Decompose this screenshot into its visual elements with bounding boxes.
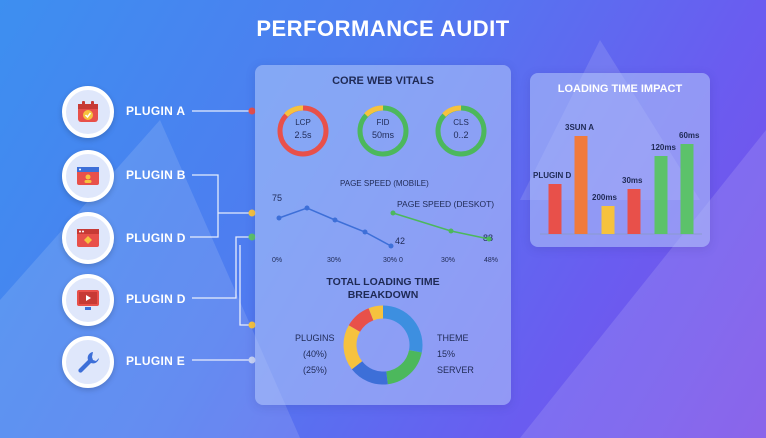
monitor-play-icon	[77, 290, 99, 310]
breakdown-right-2: SERVER	[437, 365, 474, 375]
tick-0: 0%	[272, 257, 283, 264]
breakdown-title-2: BREAKDOWN	[347, 289, 419, 301]
impact-bar	[548, 184, 562, 234]
tick-1: 30%	[327, 257, 342, 264]
lcp-name: LCP	[295, 118, 311, 127]
lcp-gauge	[277, 105, 329, 157]
page-speed-lines	[276, 205, 492, 249]
wrench-icon	[78, 352, 99, 373]
mobile-start-value: 75	[272, 193, 283, 203]
breakdown-donut	[343, 305, 423, 385]
plugin-d-label: PLUGIN D	[126, 231, 186, 245]
impact-bar-label: 200ms	[592, 193, 617, 202]
connector-dot-a	[248, 107, 256, 115]
connector-dot-c	[248, 233, 256, 241]
page-speed-mobile-label: PAGE SPEED (MOBILE)	[340, 179, 429, 188]
core-vitals-title: CORE WEB VITALS	[332, 75, 434, 87]
fid-name: FID	[376, 118, 390, 127]
mobile-speed-line	[278, 207, 392, 247]
tick-4: 48%	[484, 257, 499, 264]
cls-gauge	[435, 105, 487, 157]
impact-bar-label: 30ms	[622, 176, 643, 185]
page-title: PERFORMANCE AUDIT	[256, 16, 510, 41]
core-vitals-panel: CORE WEB VITALS LCP 2.5s FID 50ms CLS 0.…	[255, 65, 511, 405]
plugin-b-label: PLUGIN B	[126, 168, 186, 182]
connector-dot-e	[248, 356, 256, 364]
fid-value: 50ms	[371, 130, 394, 140]
tick-2: 30% 0	[383, 257, 403, 264]
breakdown-left-0: PLUGINS	[295, 333, 335, 343]
connector-dot-b	[248, 209, 256, 217]
impact-bar-label: PLUGIN D	[533, 171, 571, 180]
vitals-gauges	[277, 105, 487, 157]
plugin-e-node[interactable]	[62, 336, 114, 388]
impact-bar	[680, 144, 694, 234]
breakdown-right-0: THEME	[437, 333, 469, 343]
plugin-d2-label: PLUGIN D	[126, 292, 186, 306]
tick-3: 30%	[441, 257, 456, 264]
impact-bar-label: 120ms	[651, 143, 676, 152]
fid-gauge	[357, 105, 409, 157]
loading-impact-title: LOADING TIME IMPACT	[557, 83, 683, 95]
desktop-speed-line	[392, 212, 490, 240]
impact-bar	[627, 189, 641, 234]
plugin-a-label: PLUGIN A	[126, 104, 186, 118]
plugin-e-label: PLUGIN E	[126, 354, 186, 368]
breakdown-left-2: (25%)	[303, 365, 328, 375]
cls-name: CLS	[453, 118, 469, 127]
mobile-speed-points	[276, 205, 394, 249]
impact-bar	[654, 156, 668, 234]
lcp-value: 2.5s	[294, 130, 312, 140]
plugin-b-node[interactable]	[62, 150, 114, 202]
impact-bar-label: 3SUN A	[565, 123, 594, 132]
page-speed-desktop-label: PAGE SPEED (DESKOT)	[397, 199, 495, 209]
plugin-d2-node[interactable]	[62, 274, 114, 326]
browser-window-icon	[77, 229, 99, 247]
browser-user-icon	[77, 167, 99, 185]
mobile-end-value: 42	[395, 236, 406, 246]
breakdown-right-1: 15%	[437, 349, 456, 359]
desktop-speed-points	[390, 210, 492, 242]
loading-impact-panel: LOADING TIME IMPACT PLUGIN D 3SUN A 200ms 3…	[530, 73, 710, 247]
breakdown-left-1: (40%)	[303, 349, 328, 359]
plugin-a-node[interactable]	[62, 86, 114, 138]
plugin-d-node[interactable]	[62, 212, 114, 264]
impact-bar-label: 60ms	[679, 131, 700, 140]
calendar-check-icon	[78, 101, 98, 122]
breakdown-title-1: TOTAL LOADING TIME	[326, 276, 440, 288]
impact-bar	[601, 206, 615, 234]
impact-bar	[574, 136, 588, 234]
connector-dot-d	[248, 321, 256, 329]
cls-value: 0..2	[453, 130, 469, 140]
